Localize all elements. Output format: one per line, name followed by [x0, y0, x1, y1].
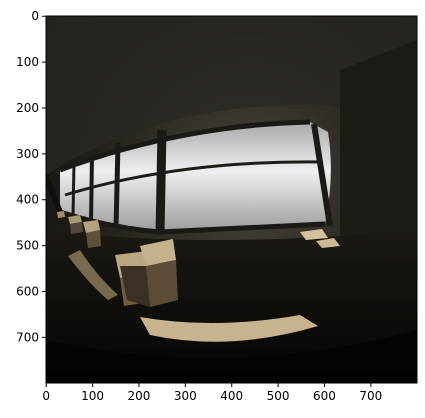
box — [83, 220, 101, 248]
sunlight-patch — [140, 315, 318, 342]
photo — [46, 16, 417, 383]
y-tick-label: 500 — [16, 239, 39, 253]
y-tick-label: 200 — [16, 101, 39, 115]
y-tick-label: 400 — [16, 193, 39, 207]
x-axis: 0 100 200 300 400 500 600 700 — [42, 383, 382, 403]
y-tick-label: 300 — [16, 147, 39, 161]
y-tick-label: 100 — [16, 55, 39, 69]
x-tick-label: 700 — [359, 389, 382, 403]
y-axis: 0 100 200 300 400 500 600 700 — [16, 9, 46, 344]
x-tick-label: 300 — [174, 389, 197, 403]
x-tick-label: 200 — [128, 389, 151, 403]
x-tick-label: 400 — [220, 389, 243, 403]
x-tick-label: 600 — [313, 389, 336, 403]
x-tick-label: 100 — [81, 389, 104, 403]
y-tick-label: 700 — [16, 330, 39, 344]
x-tick-label: 500 — [267, 389, 290, 403]
y-tick-label: 0 — [31, 9, 39, 23]
box — [68, 215, 83, 234]
box — [120, 239, 178, 307]
y-tick-label: 600 — [16, 284, 39, 298]
box — [57, 211, 65, 218]
x-tick-label: 0 — [42, 389, 50, 403]
